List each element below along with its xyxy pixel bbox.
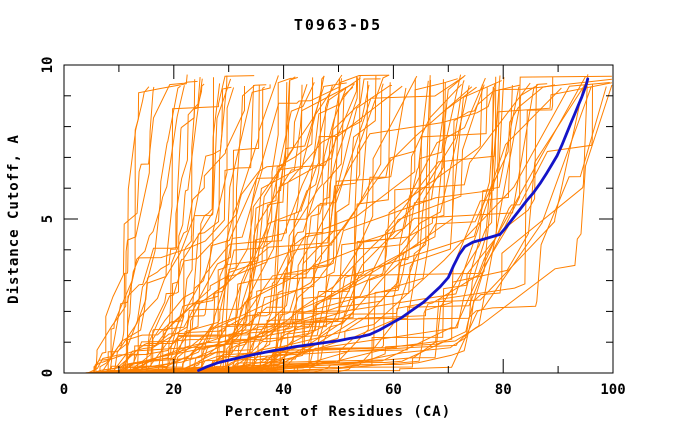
model-curves: [115, 87, 235, 374]
model-curves: [107, 79, 196, 373]
model-curves: [134, 79, 431, 374]
model-curves: [219, 76, 358, 374]
model-curves: [217, 84, 521, 374]
model-curves: [111, 75, 418, 374]
model-curves: [177, 82, 446, 374]
model-curves: [232, 75, 325, 374]
model-curves: [113, 74, 343, 374]
model-curves: [224, 75, 377, 374]
model-curves: [234, 78, 343, 374]
y-tick-label: 0: [40, 369, 56, 377]
model-curves: [94, 85, 185, 374]
model-curves: [162, 83, 205, 374]
highlight-model: [197, 77, 590, 372]
model-curves: [177, 86, 607, 374]
model-curves: [113, 75, 325, 374]
model-curves: [88, 78, 340, 374]
x-tick-label: 60: [385, 382, 402, 398]
axis-ticks: [63, 64, 614, 374]
axis-tick-labels: 0 20 40 60 80 100 0 5 10: [40, 57, 626, 398]
x-tick-label: 0: [60, 382, 68, 398]
model-curves: [89, 84, 483, 374]
model-curves: [239, 77, 359, 374]
y-tick-label: 10: [40, 57, 56, 74]
model-curves: [99, 86, 150, 374]
model-curves: [100, 77, 201, 374]
model-curves: [227, 82, 391, 374]
model-curves: [91, 74, 390, 374]
model-curves: [100, 79, 444, 374]
model-curves: [139, 87, 584, 374]
x-axis-title: Percent of Residues (CA): [225, 404, 451, 420]
model-curves: [212, 85, 333, 374]
model-curves: [214, 87, 407, 374]
model-curves: [86, 75, 255, 374]
model-curves: [218, 80, 502, 374]
x-tick-label: 40: [275, 382, 292, 398]
model-curves: [138, 75, 228, 374]
x-tick-label: 20: [165, 382, 182, 398]
model-curves: [152, 86, 245, 374]
model-curves: [124, 85, 181, 374]
model-curves: [178, 84, 260, 374]
chart-title: T0963-D5: [294, 16, 382, 34]
model-curves: [214, 85, 403, 374]
model-curves: [110, 77, 214, 374]
model-curves: [155, 75, 431, 374]
model-curves: [205, 84, 613, 374]
ensemble-curves-layer: [85, 74, 613, 374]
model-curves: [105, 77, 361, 374]
model-curves: [150, 83, 354, 374]
highlight-curve-layer: [197, 77, 590, 372]
model-curves: [98, 84, 271, 374]
model-curves: [146, 78, 203, 373]
model-curves: [98, 86, 232, 374]
model-curves: [95, 86, 155, 374]
model-curves: [101, 83, 221, 374]
model-curves: [92, 80, 198, 374]
model-curves: [225, 76, 296, 374]
y-tick-label: 5: [40, 215, 56, 223]
y-axis-title: Distance Cutoff, A: [6, 134, 22, 304]
x-tick-label: 100: [600, 382, 625, 398]
model-curves: [116, 86, 265, 374]
model-curves: [147, 85, 588, 374]
x-tick-label: 80: [495, 382, 512, 398]
model-curves: [163, 84, 303, 374]
